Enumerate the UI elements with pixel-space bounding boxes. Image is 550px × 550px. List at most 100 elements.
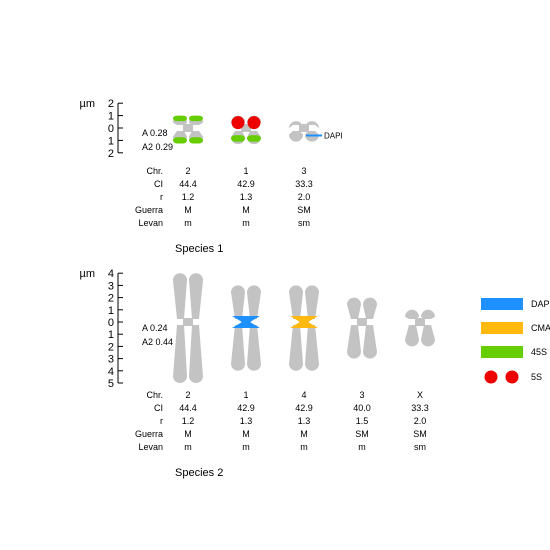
band-45S [231, 135, 245, 142]
legend-swatch-45S [481, 346, 523, 358]
table-cell: m [184, 218, 192, 228]
table-cell: 3 [301, 166, 306, 176]
table-cell: 1.3 [240, 416, 253, 426]
table-cell: 1.2 [182, 416, 195, 426]
signal-5S [231, 116, 245, 130]
scale-tick-label: 3 [108, 280, 114, 292]
table-cell: 42.9 [237, 179, 255, 189]
scale-tick-label: 3 [108, 354, 114, 366]
band-45S [247, 135, 261, 142]
annotation-label: DAPI [324, 132, 343, 141]
table-row-label: Chr. [146, 390, 163, 400]
table-row-label: Levan [138, 442, 163, 452]
chromosome-2: 2 44.4 1.2 Mm [173, 115, 203, 228]
scale-tick-label: 0 [108, 317, 114, 329]
chromosome-X: X 33.3 2.0 SM sm [405, 309, 435, 452]
band-45S [173, 115, 187, 122]
centromere [415, 318, 425, 326]
table-row-label: r [160, 192, 163, 202]
scale-tick-label: 1 [108, 305, 114, 317]
chromatid-long-arm [289, 325, 303, 371]
scale-tick-label: 5 [108, 378, 114, 390]
length-index: A2 0.29 [142, 142, 173, 152]
table-cell: 1 [243, 390, 248, 400]
band-CMA [290, 316, 318, 328]
chromatid-short-arm [305, 121, 319, 129]
chromosome-1: 1 42.9 1.3 Mm [231, 285, 261, 452]
scale-unit-label: µm [79, 98, 95, 110]
centromere [241, 124, 251, 132]
table-cell: X [417, 390, 423, 400]
chromatid-long-arm [189, 325, 203, 383]
legend-label: DAPI [531, 299, 550, 309]
scale-tick-label: 1 [108, 329, 114, 341]
centromere [183, 124, 193, 132]
table-cell: M [242, 429, 250, 439]
table-cell: 2 [185, 390, 190, 400]
table-cell: M [242, 205, 250, 215]
legend-label: CMA [531, 323, 550, 333]
table-cell: m [300, 442, 308, 452]
table-cell: 42.9 [295, 403, 313, 413]
legend: DAPI CMA 45S 5S [481, 298, 550, 384]
table-cell: 1.5 [356, 416, 369, 426]
centromere [183, 318, 193, 326]
table-row-label: Chr. [146, 166, 163, 176]
scale-tick-label: 1 [108, 135, 114, 147]
chromatid-short-arm [289, 121, 303, 129]
legend-swatch-5S [484, 370, 498, 384]
chromatid-short-arm [421, 309, 435, 319]
table-cell: 44.4 [179, 179, 197, 189]
band-45S [189, 115, 203, 122]
table-cell: 2.0 [414, 416, 427, 426]
scale-tick-label: 2 [108, 341, 114, 353]
table-row-label: r [160, 416, 163, 426]
length-index: A 0.24 [142, 323, 168, 333]
scale-tick-label: 2 [108, 98, 114, 110]
species-title: Species 2 [175, 467, 223, 479]
chromosome-2: 2 44.4 1.2 Mm [173, 273, 203, 452]
scale-tick-label: 2 [108, 148, 114, 160]
table-cell: sm [298, 218, 310, 228]
table-cell: m [242, 442, 250, 452]
table-row-label: Guerra [135, 429, 163, 439]
table-cell: 4 [301, 390, 306, 400]
chromatid-short-arm [247, 285, 261, 319]
chromatid-short-arm [405, 309, 419, 319]
table-row-label: CI [154, 403, 163, 413]
chromatid-short-arm [231, 285, 245, 319]
table-cell: sm [414, 442, 426, 452]
length-index: A 0.28 [142, 128, 168, 138]
legend-swatch-CMA [481, 322, 523, 334]
scale-tick-label: 2 [108, 293, 114, 305]
table-cell: 42.9 [237, 403, 255, 413]
scale-tick-label: 0 [108, 123, 114, 135]
centromere [357, 318, 367, 326]
table-cell: SM [297, 205, 311, 215]
legend-swatch-5S [505, 370, 519, 384]
table-cell: 1.3 [298, 416, 311, 426]
centromere [299, 124, 309, 132]
chromatid-long-arm [289, 131, 303, 142]
table-cell: 33.3 [295, 179, 313, 189]
legend-label: 5S [531, 372, 542, 382]
table-cell: m [358, 442, 366, 452]
signal-5S [247, 116, 261, 130]
table-cell: M [184, 205, 192, 215]
table-row-label: CI [154, 179, 163, 189]
band-45S [189, 137, 203, 144]
chromatid-short-arm [363, 297, 377, 319]
table-cell: 3 [359, 390, 364, 400]
table-cell: 1 [243, 166, 248, 176]
table-row-label: Guerra [135, 205, 163, 215]
table-cell: 40.0 [353, 403, 371, 413]
chromatid-long-arm [173, 325, 187, 383]
chromatid-short-arm [173, 273, 187, 319]
chromatid-long-arm [421, 325, 435, 347]
scale-tick-label: 4 [108, 366, 114, 378]
table-cell: SM [355, 429, 369, 439]
chromosome-4: 4 42.9 1.3 Mm [289, 285, 319, 452]
